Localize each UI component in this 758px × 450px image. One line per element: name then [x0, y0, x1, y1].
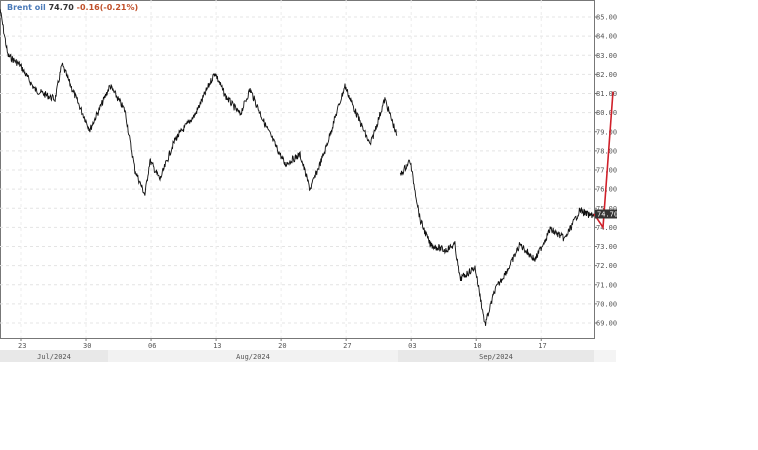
price-marker-label: 74.70: [597, 210, 618, 218]
y-tick-label: 84.00: [596, 33, 617, 41]
y-tick-label: 70.00: [596, 300, 617, 308]
x-tick-label: 27: [343, 342, 351, 350]
y-tick-label: 72.00: [596, 262, 617, 270]
price-line: [399, 159, 595, 326]
month-band: [108, 350, 398, 362]
month-band: [398, 350, 594, 362]
plot-area: [0, 0, 595, 339]
x-tick-label: 13: [213, 342, 221, 350]
y-tick-label: 69.00: [596, 320, 617, 328]
x-tick-label: 03: [408, 342, 416, 350]
y-tick-label: 74.00: [596, 224, 617, 232]
y-tick-label: 81.00: [596, 90, 617, 98]
price-line: [0, 9, 398, 196]
x-tick-label: 10: [473, 342, 481, 350]
y-tick-label: 80.00: [596, 109, 617, 117]
y-tick-label: 73.00: [596, 243, 617, 251]
month-band: [0, 350, 108, 362]
x-tick-label: 06: [148, 342, 156, 350]
x-tick-label: 20: [278, 342, 286, 350]
month-label: Aug/2024: [236, 353, 270, 361]
price-change: -0.16(-0.21%): [76, 3, 139, 12]
instrument-name: Brent oil: [7, 3, 46, 12]
x-tick-label: 23: [18, 342, 26, 350]
month-label: Jul/2024: [37, 353, 71, 361]
legend: Brent oil 74.70 -0.16(-0.21%): [6, 3, 140, 12]
month-label: Sep/2024: [479, 353, 513, 361]
y-tick-label: 71.00: [596, 281, 617, 289]
x-tick-label: 17: [538, 342, 546, 350]
y-tick-label: 85.00: [596, 14, 617, 22]
y-tick-label: 83.00: [596, 52, 617, 60]
price-marker: [595, 209, 617, 219]
y-tick-label: 75.00: [596, 205, 617, 213]
y-tick-label: 79.00: [596, 128, 617, 136]
y-tick-label: 82.00: [596, 71, 617, 79]
y-tick-label: 78.00: [596, 147, 617, 155]
x-tick-label: 30: [83, 342, 91, 350]
last-price: 74.70: [48, 3, 74, 12]
